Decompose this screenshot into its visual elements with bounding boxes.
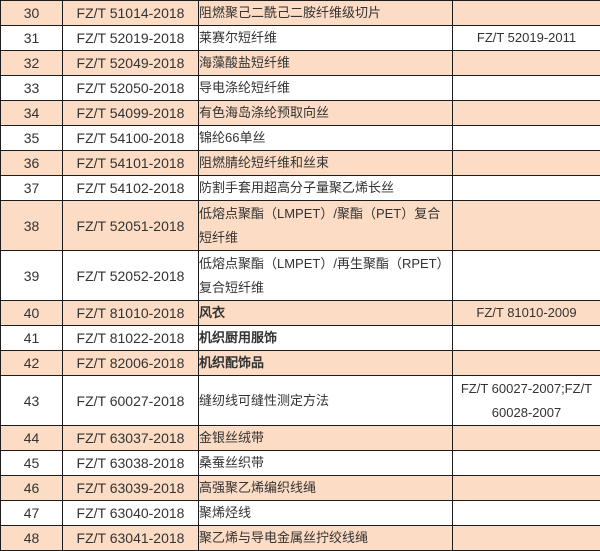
standard-title-cell: 机织配饰品 [199,351,453,376]
row-number-cell: 47 [1,501,63,526]
standard-code-cell: FZ/T 54100-2018 [63,126,199,151]
standard-code-cell: FZ/T 63037-2018 [63,426,199,451]
standard-title-cell: 导电涤纶短纤维 [199,76,453,101]
standard-code-cell: FZ/T 51014-2018 [63,1,199,26]
replaced-standard-cell [453,101,600,126]
row-number-cell: 48 [1,526,63,551]
replaced-standard-cell [453,126,600,151]
standard-title-cell: 防割手套用超高分子量聚乙烯长丝 [199,176,453,201]
row-number-cell: 33 [1,76,63,101]
standard-title-cell: 有色海岛涤纶预取向丝 [199,101,453,126]
row-number-cell: 34 [1,101,63,126]
standard-title-cell: 聚乙烯与导电金属丝拧绞线绳 [199,526,453,551]
standard-code-cell: FZ/T 52050-2018 [63,76,199,101]
standard-code-cell: FZ/T 63041-2018 [63,526,199,551]
standard-title-cell: 阻燃腈纶短纤维和丝束 [199,151,453,176]
replaced-standard-cell [453,526,600,551]
replaced-standard-cell [453,201,600,251]
replaced-standard-cell [453,326,600,351]
row-number-cell: 36 [1,151,63,176]
row-number-cell: 45 [1,451,63,476]
standard-title-cell: 低熔点聚酯（LMPET）/再生聚酯（RPET）复合短纤维 [199,251,453,301]
row-number-cell: 35 [1,126,63,151]
row-number-cell: 44 [1,426,63,451]
standard-title-cell: 金银丝绒带 [199,426,453,451]
standard-title-cell: 聚烯烃线 [199,501,453,526]
row-number-cell: 38 [1,201,63,251]
standard-code-cell: FZ/T 82006-2018 [63,351,199,376]
replaced-standard-cell: FZ/T 81010-2009 [453,301,600,326]
row-number-cell: 43 [1,376,63,426]
standard-code-cell: FZ/T 63039-2018 [63,476,199,501]
replaced-standard-cell: FZ/T 52019-2011 [453,26,600,51]
standard-title-cell: 风衣 [199,301,453,326]
standard-code-cell: FZ/T 60027-2018 [63,376,199,426]
replaced-standard-cell [453,351,600,376]
standard-title-cell: 海藻酸盐短纤维 [199,51,453,76]
row-number-cell: 40 [1,301,63,326]
row-number-cell: 41 [1,326,63,351]
replaced-standard-cell [453,426,600,451]
standard-code-cell: FZ/T 52019-2018 [63,26,199,51]
row-number-cell: 30 [1,1,63,26]
standard-code-cell: FZ/T 52049-2018 [63,51,199,76]
standard-code-cell: FZ/T 54102-2018 [63,176,199,201]
standard-code-cell: FZ/T 81010-2018 [63,301,199,326]
replaced-standard-cell [453,476,600,501]
standard-code-cell: FZ/T 52051-2018 [63,201,199,251]
standard-code-cell: FZ/T 63038-2018 [63,451,199,476]
replaced-standard-cell: FZ/T 60027-2007;FZ/T 60028-2007 [453,376,600,426]
standard-code-cell: FZ/T 54099-2018 [63,101,199,126]
replaced-standard-cell [453,151,600,176]
standard-title-cell: 锦纶66单丝 [199,126,453,151]
row-number-cell: 31 [1,26,63,51]
standard-code-cell: FZ/T 54101-2018 [63,151,199,176]
standard-title-cell: 桑蚕丝织带 [199,451,453,476]
replaced-standard-cell [453,51,600,76]
replaced-standard-cell [453,1,600,26]
replaced-standard-cell [453,176,600,201]
standard-title-cell: 机织厨用服饰 [199,326,453,351]
row-number-cell: 37 [1,176,63,201]
standard-code-cell: FZ/T 81022-2018 [63,326,199,351]
replaced-standard-cell [453,251,600,301]
replaced-standard-cell [453,76,600,101]
standard-code-cell: FZ/T 52052-2018 [63,251,199,301]
standard-title-cell: 莱赛尔短纤维 [199,26,453,51]
row-number-cell: 46 [1,476,63,501]
standard-code-cell: FZ/T 63040-2018 [63,501,199,526]
standard-title-cell: 缝纫线可缝性测定方法 [199,376,453,426]
standard-title-cell: 阻燃聚己二酰己二胺纤维级切片 [199,1,453,26]
row-number-cell: 39 [1,251,63,301]
row-number-cell: 32 [1,51,63,76]
row-number-cell: 42 [1,351,63,376]
replaced-standard-cell [453,451,600,476]
standard-title-cell: 高强聚乙烯编织线绳 [199,476,453,501]
replaced-standard-cell [453,501,600,526]
standard-title-cell: 低熔点聚酯（LMPET）/聚酯（PET）复合短纤维 [199,201,453,251]
